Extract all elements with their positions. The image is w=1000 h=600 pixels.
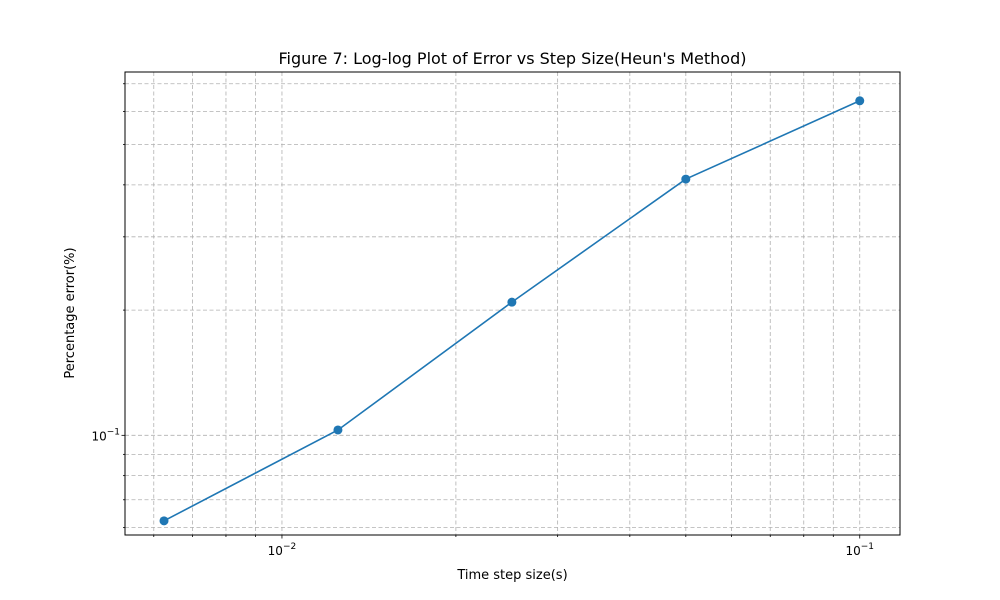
tick-labels: 10−2 10−1 10−1 [91, 427, 874, 558]
x-tick-label: 10−2 [268, 542, 297, 558]
grid [125, 72, 900, 535]
data-point [333, 425, 343, 435]
y-axis-label: Percentage error(%) [63, 247, 78, 378]
data-point [855, 96, 865, 106]
data-point [507, 297, 517, 307]
x-tick-label: 10−1 [845, 542, 874, 558]
series-line [163, 100, 861, 522]
data-point [681, 174, 691, 184]
series-group [159, 96, 865, 526]
y-tick-label: 10−1 [91, 427, 120, 443]
x-axis-label: Time step size(s) [456, 568, 567, 583]
axis-ticks [121, 83, 861, 539]
chart-title: Figure 7: Log-log Plot of Error vs Step … [279, 49, 747, 68]
plot-frame [124, 71, 901, 536]
data-point [159, 516, 169, 526]
